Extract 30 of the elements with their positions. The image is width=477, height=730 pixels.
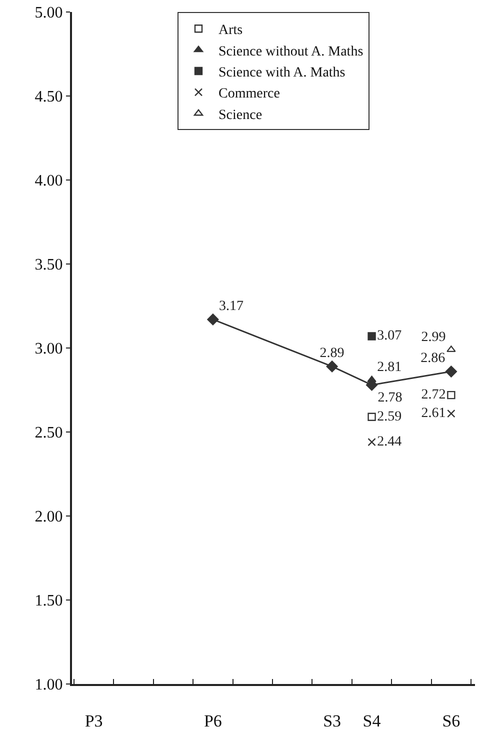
data-label: 3.07 xyxy=(377,328,402,344)
legend-label: Commerce xyxy=(218,86,280,102)
x-tick-label: P6 xyxy=(204,711,222,730)
y-tick-label: 1.50 xyxy=(34,592,63,610)
data-label: 3.17 xyxy=(218,298,244,314)
x-tick-label: P3 xyxy=(84,711,103,730)
data-label: 2.89 xyxy=(320,346,344,361)
data-label: 2.99 xyxy=(421,330,446,345)
x-tick-label: S3 xyxy=(323,711,342,730)
legend-label: Science with A. Maths xyxy=(218,65,346,80)
x-tick-label: S4 xyxy=(362,711,382,730)
y-tick-label: 2.50 xyxy=(34,424,63,442)
data-label: 2.78 xyxy=(378,390,402,406)
data-label: 2.72 xyxy=(421,388,446,403)
legend-label: Arts xyxy=(218,23,243,38)
y-tick-label: 3.00 xyxy=(34,340,63,358)
data-label: 2.86 xyxy=(420,351,446,366)
x-tick-label: S6 xyxy=(442,711,460,730)
legend-label: Science xyxy=(218,108,262,123)
y-tick-label: 1.00 xyxy=(34,676,63,694)
data-label: 2.44 xyxy=(377,434,402,450)
data-label: 2.81 xyxy=(377,360,402,376)
legend-label: Science without A. Maths xyxy=(218,44,364,60)
y-tick-label: 2.00 xyxy=(34,508,63,526)
y-tick-label: 4.50 xyxy=(34,88,63,106)
y-tick-label: 4.00 xyxy=(34,172,63,190)
y-tick-label: 5.00 xyxy=(34,4,63,22)
data-label: 2.59 xyxy=(377,409,402,424)
data-label: 2.61 xyxy=(421,406,446,422)
y-tick-label: 3.50 xyxy=(34,256,63,274)
